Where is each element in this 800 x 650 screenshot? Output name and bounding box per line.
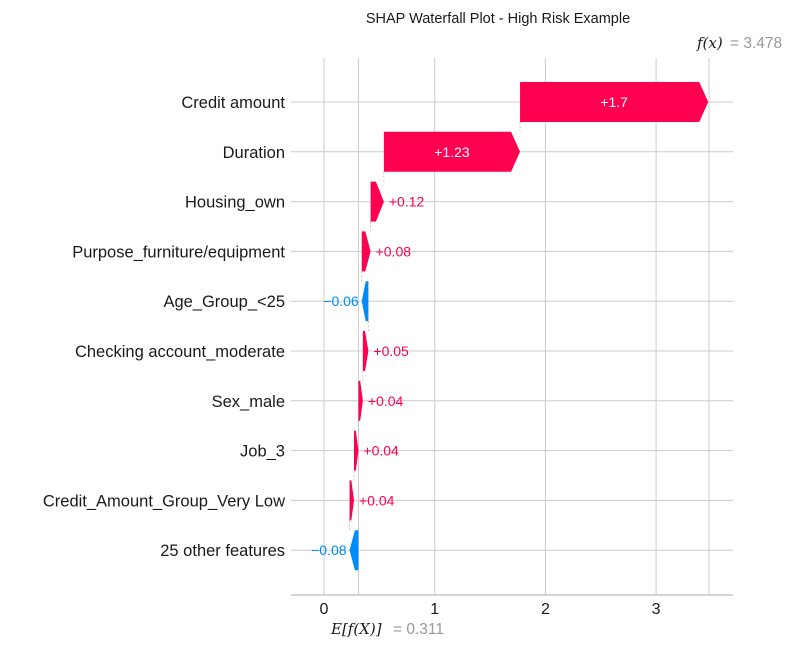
output-value: = 3.478 — [730, 35, 782, 52]
feature-label: Purpose_furniture/equipment — [72, 243, 285, 261]
waterfall-bar — [349, 530, 359, 571]
feature-label: Credit amount — [181, 94, 285, 112]
value-label: +1.7 — [600, 94, 628, 110]
value-label: +0.08 — [376, 243, 412, 259]
value-label: +0.04 — [363, 443, 399, 459]
value-label: +0.05 — [373, 343, 409, 359]
value-label: +0.04 — [359, 492, 395, 508]
x-tick-label: 1 — [430, 601, 439, 618]
value-labels: +1.7 +1.23 +0.12 +0.08 −0.06 +0.05 +0.04 +0.04 +… — [311, 94, 628, 558]
feature-label: Housing_own — [185, 194, 285, 212]
feature-labels: Credit amount Duration Housing_own Purpose_… — [43, 94, 286, 560]
chart-title: SHAP Waterfall Plot - High Risk Example — [366, 11, 630, 27]
waterfall-bar — [361, 231, 371, 272]
x-tick-label: 3 — [652, 601, 661, 618]
waterfall-bar — [349, 480, 354, 521]
x-tick-label: 0 — [320, 601, 329, 618]
value-label: −0.08 — [311, 542, 347, 558]
waterfall-bar — [353, 430, 359, 471]
output-value-label: f(x) — [696, 34, 723, 52]
value-label: +1.23 — [434, 144, 470, 160]
waterfall-bar — [383, 131, 521, 172]
feature-label: Sex_male — [212, 393, 285, 411]
base-value: = 0.311 — [393, 621, 444, 638]
bars — [349, 82, 709, 571]
annotations: f(x) = 3.478 E[f(X)] = 0.311 — [330, 34, 782, 638]
waterfall-bar — [362, 331, 369, 371]
feature-label: Checking account_moderate — [75, 343, 285, 361]
value-label: −0.06 — [323, 293, 359, 309]
value-label: +0.12 — [389, 194, 425, 210]
base-value-label: E[f(X)] — [330, 620, 382, 638]
feature-label: 25 other features — [160, 542, 285, 560]
waterfall-bar — [361, 281, 369, 322]
waterfall-bar — [370, 181, 384, 222]
feature-label: Credit_Amount_Group_Very Low — [43, 492, 285, 510]
waterfall-bar — [520, 82, 709, 122]
connector-lines — [349, 122, 521, 531]
feature-label: Duration — [223, 144, 285, 162]
feature-label: Age_Group_<25 — [163, 293, 285, 311]
feature-label: Job_3 — [240, 443, 285, 461]
x-tick-label: 2 — [541, 601, 550, 618]
x-axis: 0 1 2 3 — [291, 594, 733, 618]
waterfall-bar — [358, 380, 363, 421]
grid-lines — [323, 58, 710, 595]
value-label: +0.04 — [368, 393, 404, 409]
